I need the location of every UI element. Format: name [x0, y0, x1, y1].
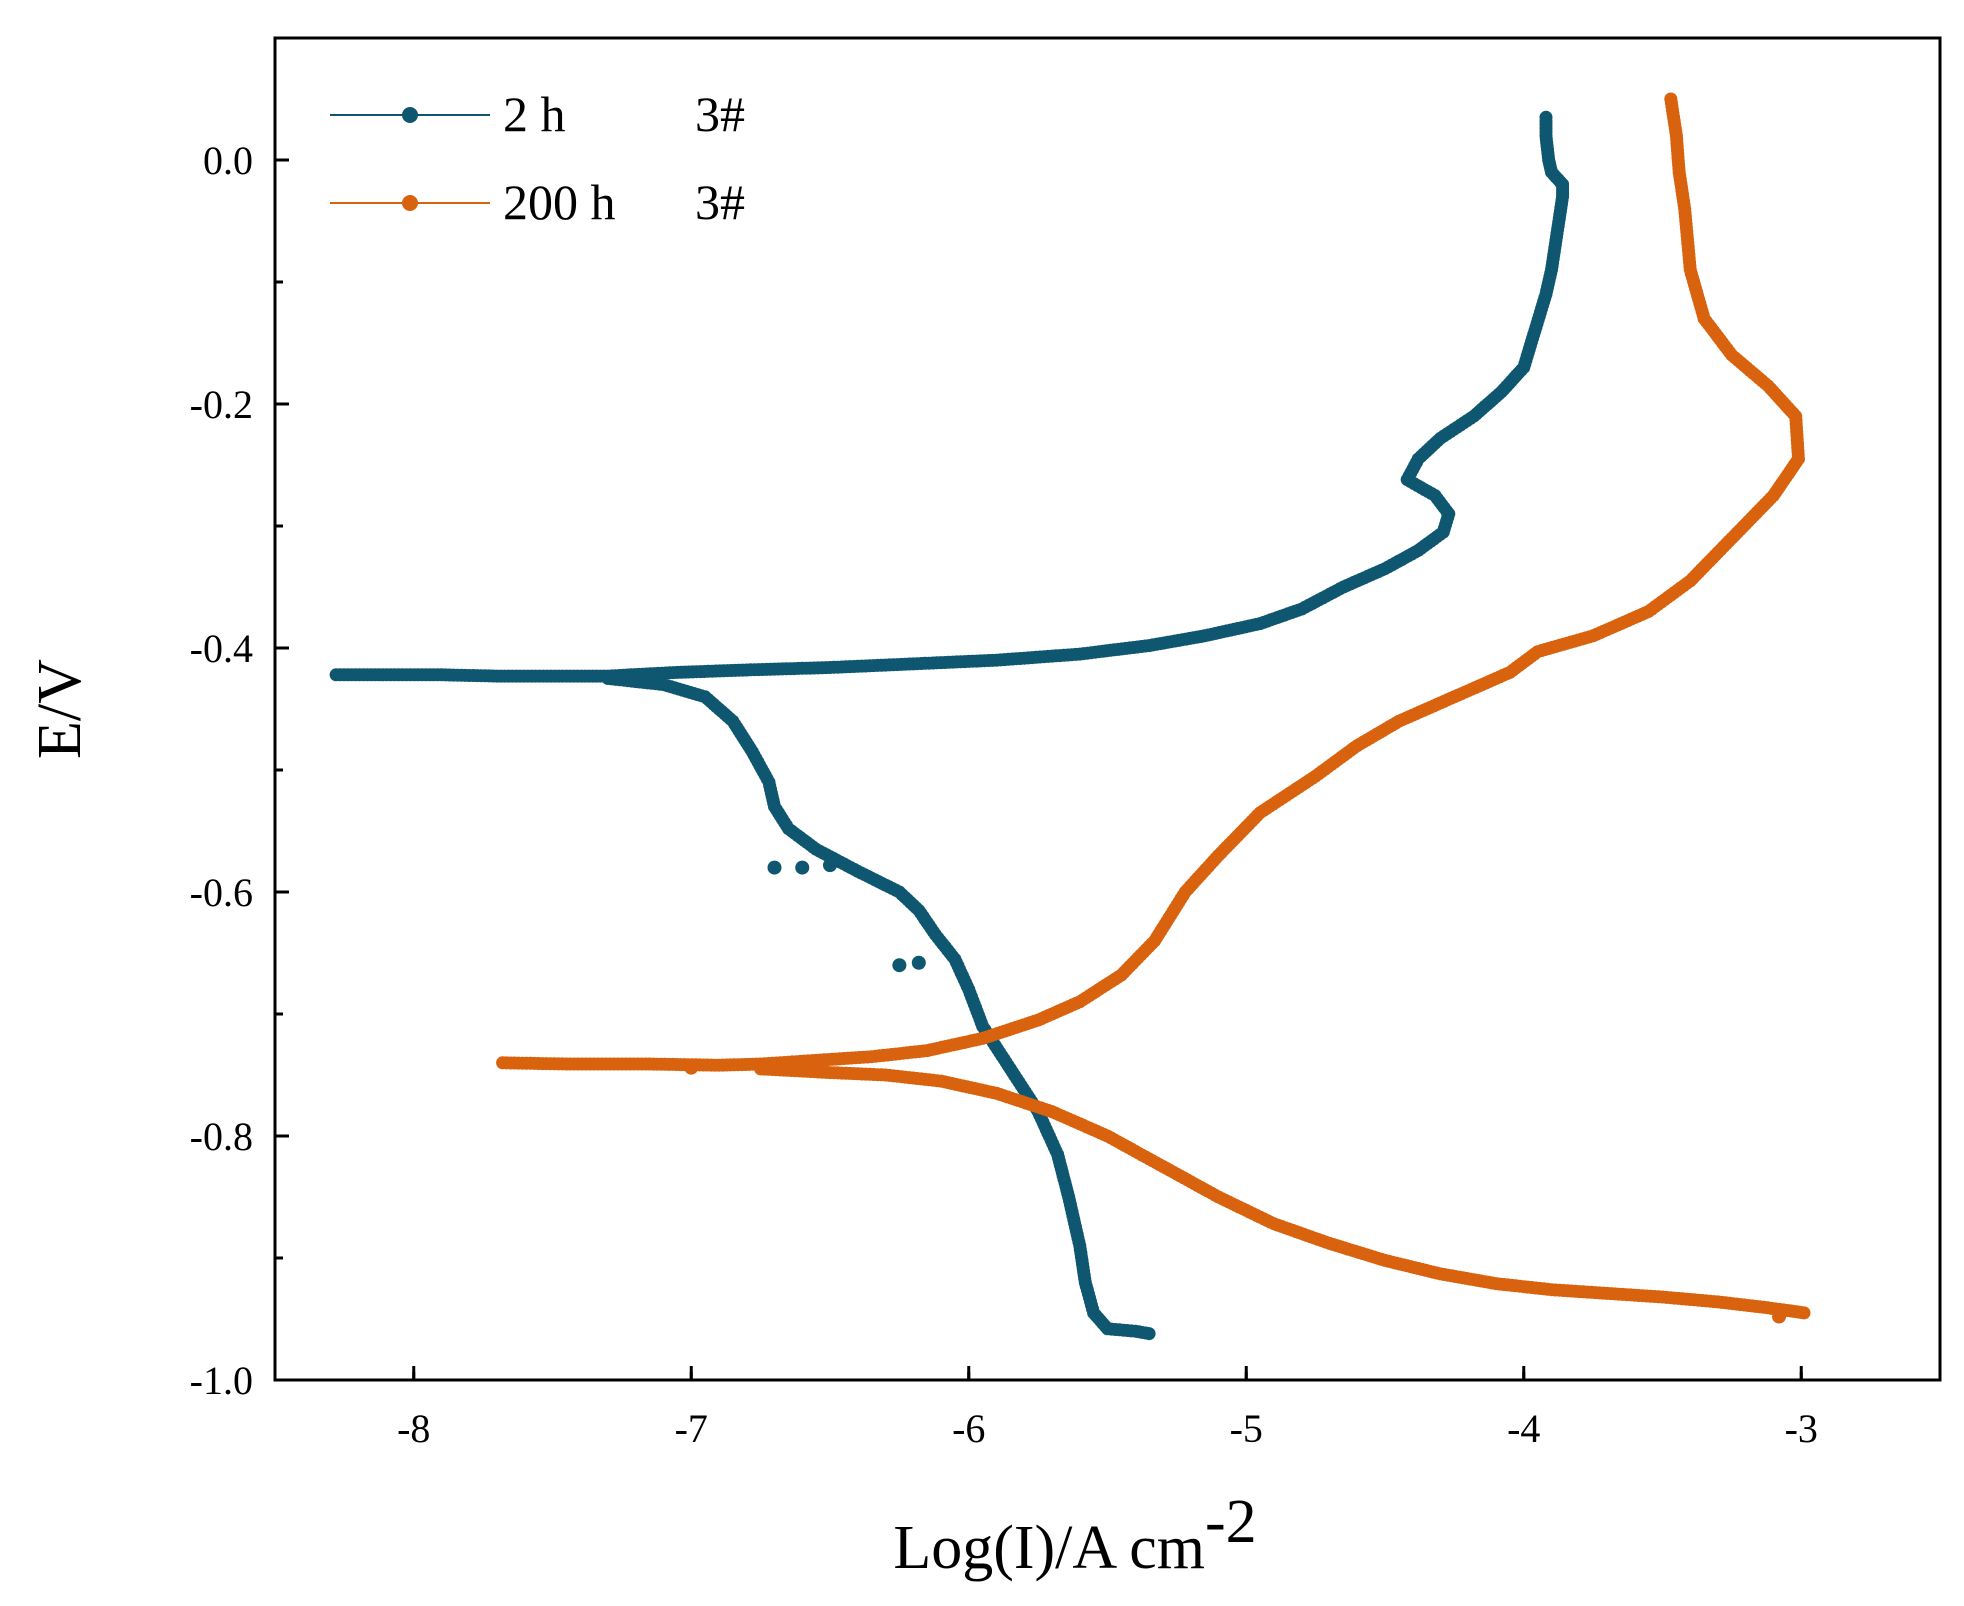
x-tick-label: -8 [397, 1406, 430, 1451]
legend-label-200h: 200 h [503, 174, 616, 230]
legend-sample-2h: 3# [695, 86, 745, 142]
y-tick-label: 0.0 [203, 138, 253, 183]
y-tick-label: -1.0 [190, 1358, 253, 1403]
data-point-outlier [823, 858, 837, 873]
data-point-outlier [684, 1060, 699, 1075]
legend-marker-200h [402, 195, 418, 211]
data-point-outlier [767, 860, 782, 875]
legend-label-2h: 2 h [503, 86, 566, 142]
x-tick-label: -7 [675, 1406, 708, 1451]
data-point-outlier [892, 958, 907, 973]
data-point [1539, 110, 1553, 124]
data-point [1664, 92, 1678, 106]
series-line [502, 98, 1800, 1067]
data-point [1797, 1306, 1811, 1320]
x-tick-label: -5 [1230, 1406, 1263, 1451]
x-tick-label: -6 [952, 1406, 985, 1451]
plot-frame [273, 36, 1942, 1382]
series-line [760, 1067, 1805, 1314]
series-layer [329, 92, 1811, 1341]
axes-layer: -8 -7 -6 -5 -4 -3 0.0 -0.2 -0.4 -0.6 -0.8 -1.0 [190, 138, 1818, 1451]
x-axis-title: Log(I)/A cm-2 [893, 1488, 1256, 1582]
data-point-outlier [795, 860, 810, 875]
x-axis-title-main: Log(I)/A cm [893, 1514, 1205, 1582]
data-point-outlier [911, 955, 926, 970]
y-tick-label: -0.6 [190, 870, 253, 915]
legend-marker-2h [402, 107, 418, 123]
legend: 2 h 3# 200 h 3# [330, 86, 745, 230]
legend-entry-2h: 2 h 3# [330, 86, 745, 142]
legend-entry-200h: 200 h 3# [330, 174, 745, 230]
y-axis-title: E/V [26, 659, 94, 759]
series-1 [496, 92, 1811, 1324]
y-tick-label: -0.8 [190, 1114, 253, 1159]
y-tick-label: -0.4 [190, 626, 253, 671]
data-point-outlier [1772, 1309, 1787, 1324]
y-tick-label: -0.2 [190, 382, 253, 427]
data-point-outlier [795, 1063, 810, 1078]
data-point [1142, 1327, 1156, 1341]
series-0 [329, 110, 1570, 1341]
legend-sample-200h: 3# [695, 174, 745, 230]
x-axis-title-superscript: -2 [1205, 1488, 1257, 1556]
x-tick-label: -4 [1507, 1406, 1540, 1451]
x-tick-label: -3 [1785, 1406, 1818, 1451]
